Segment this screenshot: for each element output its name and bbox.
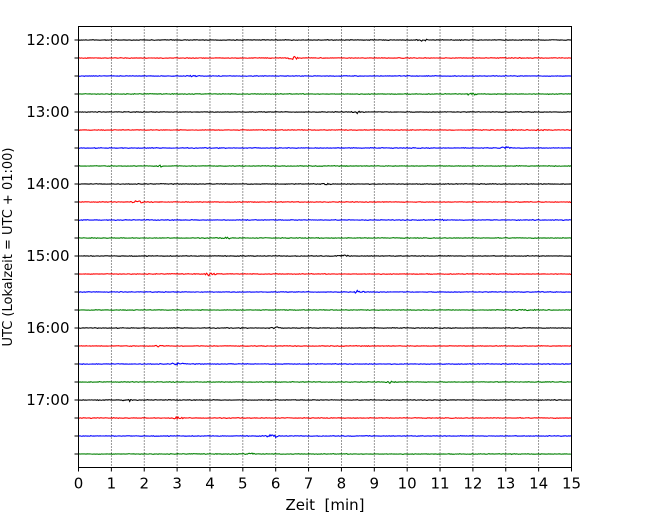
x-tick-label: 13	[496, 475, 515, 493]
trace-line	[78, 344, 572, 348]
trace-line	[78, 362, 572, 366]
trace-line	[78, 92, 572, 96]
trace-line	[78, 289, 572, 294]
x-tick-label: 4	[205, 475, 215, 493]
trace-line	[78, 433, 572, 439]
trace-line	[78, 326, 572, 330]
trace-line	[78, 110, 572, 115]
y-axis-ticks: 12:00 13:00 14:00 15:00 16:00 17:00	[26, 31, 79, 455]
trace-line	[78, 38, 572, 42]
trace-line	[78, 128, 572, 132]
x-tick-label: 11	[430, 475, 449, 493]
x-tick-label: 1	[107, 475, 117, 493]
trace-line	[78, 236, 572, 240]
trace-line	[78, 200, 572, 204]
trace-line	[78, 164, 572, 168]
y-tick-label: 17:00	[26, 391, 69, 409]
trace-line	[78, 74, 572, 78]
x-tick-label: 10	[398, 475, 417, 493]
trace-line	[78, 55, 572, 61]
x-tick-label: 0	[74, 475, 84, 493]
trace-line	[78, 272, 572, 277]
y-tick-label: 13:00	[26, 103, 69, 121]
y-axis-label: UTC (Lokalzeit = UTC + 01:00)	[1, 148, 16, 347]
x-tick-label: 7	[304, 475, 314, 493]
y-tick-label: 15:00	[26, 247, 69, 265]
y-tick-label: 16:00	[26, 319, 69, 337]
y-tick-label: 14:00	[26, 175, 69, 193]
trace-line	[78, 415, 572, 420]
trace-line	[78, 452, 572, 456]
plot-frame	[78, 26, 572, 468]
x-axis-ticks: 0 1 2 3 4 5 6 7 8 9 10 11 12 13 14 15	[74, 467, 581, 493]
trace-line	[78, 218, 572, 222]
trace-line	[78, 254, 572, 258]
trace-line	[78, 182, 572, 186]
x-tick-label: 12	[463, 475, 482, 493]
grid-lines	[110, 26, 540, 468]
x-tick-label: 6	[271, 475, 281, 493]
x-tick-label: 3	[172, 475, 182, 493]
x-axis-label: Zeit [min]	[285, 496, 364, 514]
x-tick-label: 15	[562, 475, 581, 493]
trace-line	[78, 145, 572, 150]
trace-line	[78, 308, 572, 312]
trace-line	[78, 380, 572, 384]
x-tick-label: 8	[337, 475, 347, 493]
seismic-traces	[78, 38, 572, 456]
trace-line	[78, 398, 572, 403]
x-tick-label: 9	[370, 475, 380, 493]
x-tick-label: 2	[139, 475, 149, 493]
x-tick-label: 5	[238, 475, 248, 493]
x-tick-label: 14	[529, 475, 548, 493]
y-tick-label: 12:00	[26, 31, 69, 49]
